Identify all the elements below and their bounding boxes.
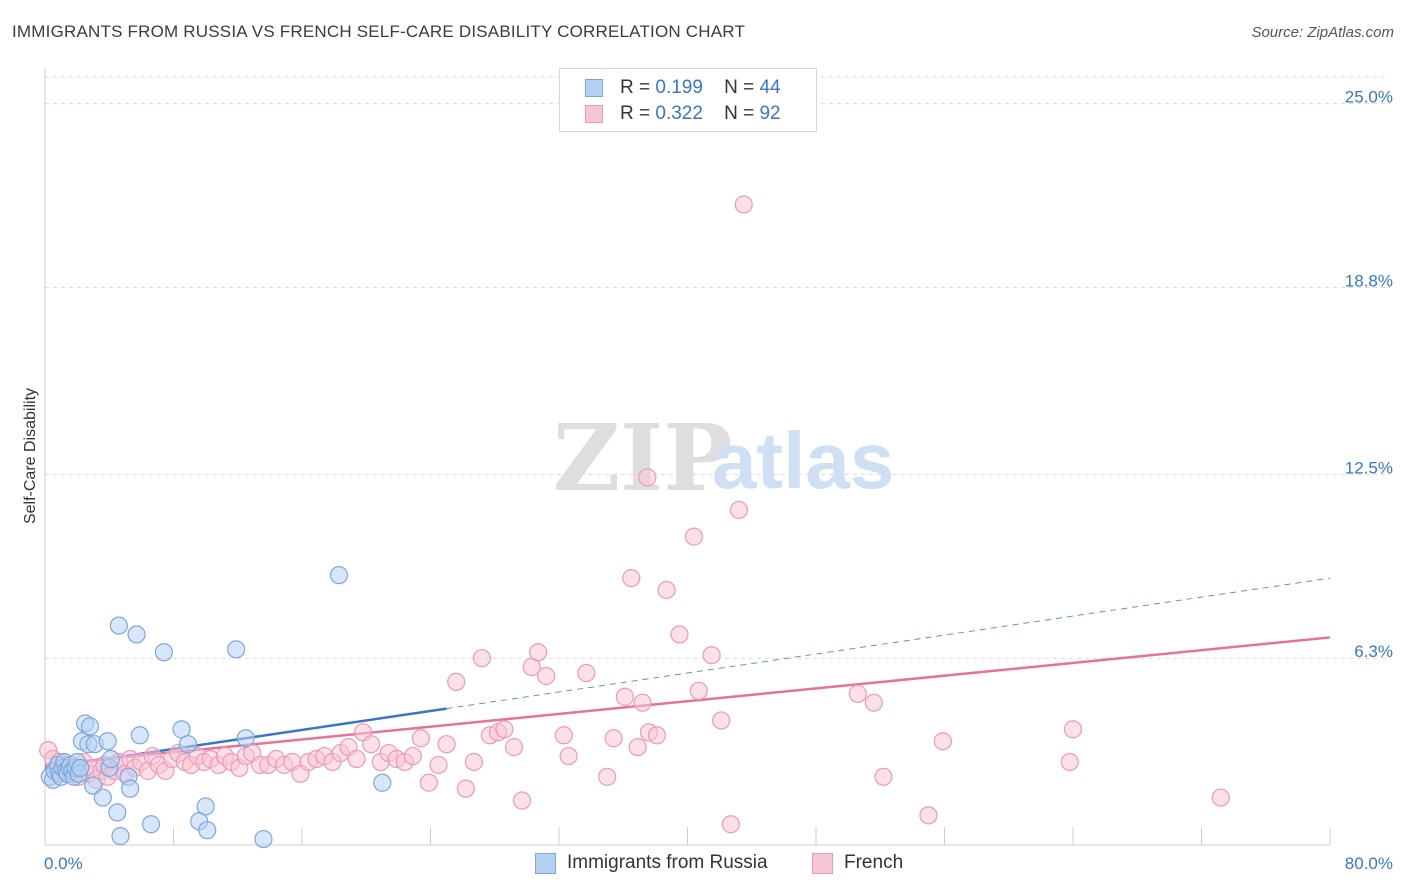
- bottom-legend-swatch-pink: [812, 853, 833, 874]
- point-french: [604, 729, 623, 748]
- point-french: [684, 527, 704, 546]
- point-russia: [178, 735, 198, 754]
- legend-swatch-pink: [585, 105, 603, 123]
- legend-n-value-2: 92: [759, 103, 781, 124]
- point-french: [464, 752, 483, 772]
- point-russia: [130, 726, 149, 745]
- bottom-legend-label-russia: Immigrants from Russia: [567, 852, 768, 873]
- point-french: [472, 649, 491, 668]
- bottom-legend-swatch-blue: [535, 853, 556, 874]
- point-french: [437, 735, 456, 754]
- point-french: [734, 195, 753, 214]
- point-french: [647, 726, 667, 745]
- legend-n-label-2: N =: [724, 103, 755, 124]
- point-french: [361, 735, 381, 754]
- point-french: [598, 767, 617, 786]
- point-french: [419, 773, 438, 792]
- data-points: [39, 195, 1230, 849]
- point-french: [447, 672, 466, 692]
- point-french: [622, 569, 641, 588]
- point-french: [347, 749, 366, 769]
- point-french: [1211, 788, 1230, 807]
- point-french: [554, 726, 573, 745]
- point-russia: [254, 829, 273, 849]
- point-russia: [154, 643, 173, 662]
- point-russia: [80, 717, 100, 736]
- point-russia: [141, 815, 161, 834]
- source-label: Source: ZipAtlas.com: [1251, 24, 1394, 41]
- point-russia: [121, 779, 140, 798]
- point-russia: [101, 749, 120, 769]
- point-french: [712, 711, 731, 730]
- gridlines: [45, 76, 1390, 659]
- y-tick-label: 18.8%: [1345, 272, 1393, 291]
- point-french: [874, 767, 893, 786]
- point-french: [848, 684, 867, 703]
- watermark-zip: ZIP: [553, 404, 732, 512]
- point-french: [577, 663, 596, 683]
- point-french: [633, 693, 652, 712]
- point-french: [721, 815, 740, 834]
- point-french: [559, 746, 578, 766]
- point-french: [864, 693, 883, 712]
- legend: R = 0.199 N = 44 R = 0.322 N = 92: [559, 68, 817, 132]
- watermark-atlas: atlas: [712, 416, 894, 505]
- point-french: [670, 625, 689, 644]
- point-french: [702, 646, 721, 665]
- point-french: [495, 720, 514, 739]
- point-french: [615, 687, 634, 706]
- y-tick-label: 6.3%: [1354, 642, 1393, 661]
- point-russia: [227, 640, 246, 659]
- point-french: [729, 500, 749, 520]
- point-french: [512, 791, 532, 810]
- point-french: [689, 681, 708, 700]
- watermark: ZIP atlas: [553, 404, 894, 512]
- point-russia: [93, 788, 112, 807]
- trend-russia-dashed: [446, 577, 1331, 710]
- legend-r-label-1: R =: [620, 77, 651, 98]
- point-french: [456, 779, 475, 798]
- y-axis-label: Self-Care Disability: [22, 388, 39, 524]
- point-russia: [71, 758, 90, 778]
- point-french: [919, 806, 938, 825]
- tick-labels: 6.3% 12.5% 18.8% 25.0% 0.0% 80.0%: [44, 88, 1393, 873]
- point-russia: [196, 797, 215, 816]
- point-russia: [111, 827, 130, 846]
- point-french: [411, 729, 430, 748]
- point-russia: [98, 732, 117, 751]
- x-tick-label-max: 80.0%: [1345, 854, 1393, 873]
- point-russia: [329, 566, 349, 585]
- point-french: [403, 746, 422, 766]
- point-russia: [127, 625, 146, 644]
- point-french: [429, 755, 448, 775]
- point-russia: [236, 729, 255, 748]
- bottom-legend-label-french: French: [844, 852, 904, 873]
- y-tick-label: 12.5%: [1345, 458, 1393, 477]
- x-tick-label-min: 0.0%: [44, 854, 83, 873]
- trend-french: [44, 636, 1331, 767]
- point-french: [657, 580, 676, 600]
- point-french: [529, 643, 548, 662]
- point-russia: [373, 773, 392, 792]
- point-russia: [108, 803, 127, 822]
- chart-title: IMMIGRANTS FROM RUSSIA VS FRENCH SELF-CA…: [12, 22, 746, 41]
- point-french: [933, 732, 952, 751]
- point-french: [1063, 720, 1083, 739]
- legend-n-value-1: 44: [759, 77, 781, 98]
- point-french: [628, 738, 647, 757]
- legend-r-label-2: R =: [620, 103, 651, 124]
- legend-r-value-2: 0.322: [655, 103, 703, 124]
- point-french: [1060, 752, 1079, 772]
- point-french: [504, 738, 524, 757]
- point-russia: [84, 776, 103, 795]
- point-french: [537, 666, 556, 686]
- point-russia: [198, 821, 217, 840]
- legend-r-value-1: 0.199: [655, 77, 703, 98]
- point-french: [638, 468, 657, 487]
- legend-n-label-1: N =: [724, 77, 755, 98]
- legend-swatch-blue: [585, 79, 603, 97]
- y-tick-label: 25.0%: [1345, 88, 1393, 107]
- point-russia: [109, 616, 128, 635]
